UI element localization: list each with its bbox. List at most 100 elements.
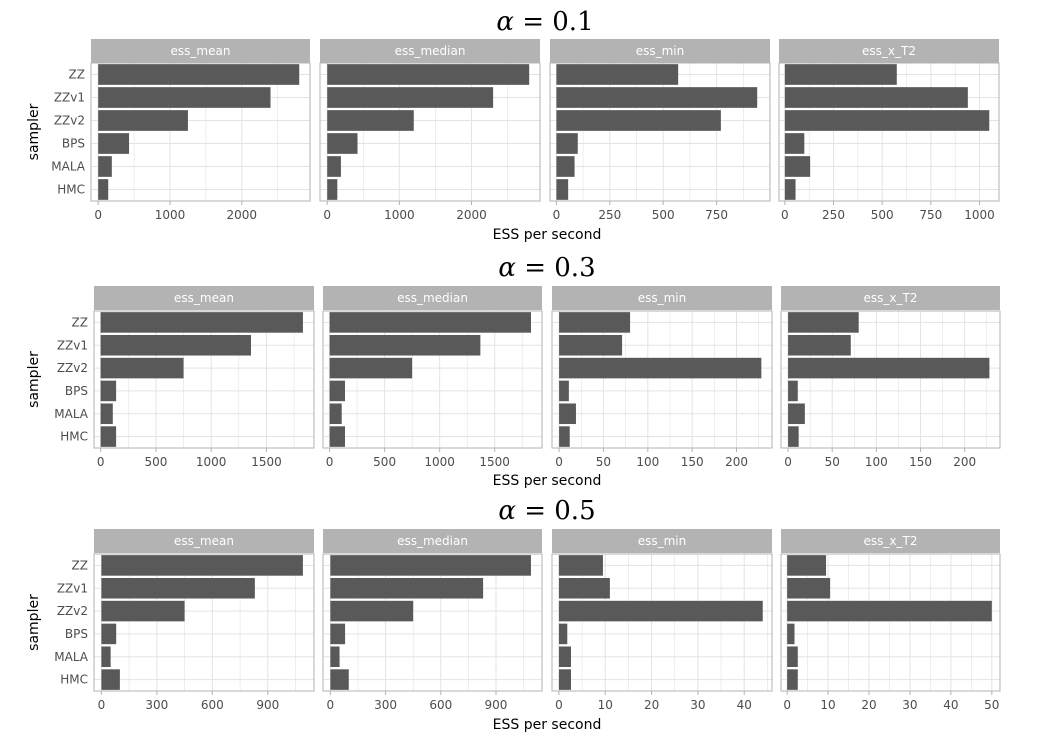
- bar-ZZ: [784, 64, 897, 85]
- panel-border: [551, 310, 773, 449]
- panel-ess_min: ess_min 0 50 100 150 200: [551, 286, 773, 469]
- row-title-symbol: α: [498, 496, 516, 526]
- bar-ZZv1: [788, 334, 851, 356]
- bar-ZZv1: [784, 87, 968, 108]
- panel-ess_median: ess_median 0 1000 2000: [319, 39, 541, 222]
- bar-BPS: [327, 133, 358, 154]
- facet-strip-label: ess_median: [397, 291, 468, 305]
- bar-ZZ: [556, 64, 679, 85]
- row-title-symbol: α: [498, 253, 516, 283]
- chart-row-1: α = 0.1 sampler ESS per second ZZ ZZv1 ZZv2 BP…: [26, 7, 1000, 243]
- panel-border: [322, 553, 543, 692]
- panel-border: [319, 62, 541, 202]
- panel-background: [779, 63, 999, 201]
- panel-border: [780, 553, 1001, 692]
- bar-HMC: [100, 426, 117, 447]
- panel-background: [323, 311, 542, 448]
- panel-background: [91, 63, 310, 201]
- panel-ess_min: ess_min 0 10 20 30 40: [551, 529, 773, 712]
- bar-MALA: [98, 156, 112, 177]
- x-tick-label: 600: [429, 698, 452, 712]
- x-tick-label: 0: [326, 455, 334, 469]
- row-title-equals: =: [516, 496, 554, 526]
- x-tick-label: 2000: [227, 208, 258, 222]
- bar-BPS: [788, 380, 798, 402]
- x-tick-label: 1000: [196, 455, 227, 469]
- facet-strip-label: ess_min: [638, 534, 687, 548]
- category-label: ZZ: [69, 68, 85, 82]
- x-tick-label: 0: [781, 208, 789, 222]
- x-tick-label: 250: [822, 208, 845, 222]
- panel-ess_median: ess_median 0 500 1000 1500: [322, 286, 543, 469]
- x-tick-label: 20: [644, 698, 659, 712]
- category-label: HMC: [60, 430, 88, 444]
- bar-MALA: [327, 156, 341, 177]
- bar-MALA: [330, 646, 340, 668]
- panel-background: [94, 554, 314, 691]
- facet-strip-label: ess_x_T2: [864, 534, 918, 548]
- facet-strip-label: ess_mean: [171, 44, 231, 58]
- facet-strip-label: ess_mean: [174, 534, 234, 548]
- bar-HMC: [101, 669, 120, 690]
- bar-ZZv1: [556, 87, 758, 108]
- panel-ess_x_T2: ess_x_T2 0 250 500 750 1000: [778, 39, 1000, 222]
- bar-HMC: [329, 426, 346, 447]
- bar-ZZv1: [787, 577, 831, 599]
- x-tick-label: 600: [201, 698, 224, 712]
- bar-ZZ: [329, 312, 531, 333]
- bar-MALA: [559, 403, 576, 425]
- bar-ZZv1: [98, 87, 271, 108]
- bar-HMC: [327, 179, 338, 200]
- bar-ZZv1: [327, 87, 494, 108]
- facet-strip-label: ess_median: [397, 534, 468, 548]
- row-title-value: 0.3: [554, 253, 595, 283]
- y-axis-title: sampler: [26, 594, 42, 651]
- x-tick-label: 0: [327, 698, 335, 712]
- bar-ZZv1: [329, 334, 481, 356]
- bar-ZZv2: [559, 357, 762, 379]
- x-tick-label: 1000: [384, 208, 415, 222]
- panel-border: [549, 62, 771, 202]
- panel-background: [552, 311, 772, 448]
- bar-ZZ: [98, 64, 300, 85]
- bar-BPS: [787, 623, 795, 645]
- facet-strip: [323, 529, 542, 553]
- bar-ZZv2: [558, 600, 763, 622]
- bar-ZZv2: [327, 110, 414, 131]
- x-tick-label: 0: [555, 698, 563, 712]
- bar-ZZv2: [101, 600, 185, 622]
- panel-border: [93, 553, 315, 692]
- category-label: HMC: [60, 673, 88, 687]
- facet-strip: [94, 529, 314, 553]
- facet-strip-label: ess_min: [638, 291, 687, 305]
- bar-ZZv2: [330, 600, 414, 622]
- x-tick-label: 0: [783, 698, 791, 712]
- bar-BPS: [330, 623, 346, 645]
- bar-BPS: [100, 380, 117, 402]
- bar-BPS: [784, 133, 805, 154]
- y-axis-title: sampler: [26, 103, 42, 160]
- facet-strip-label: ess_x_T2: [864, 291, 918, 305]
- facet-strip-label: ess_x_T2: [862, 44, 916, 58]
- facet-strip-label: ess_median: [395, 44, 466, 58]
- x-tick-label: 100: [636, 455, 659, 469]
- bar-MALA: [784, 156, 811, 177]
- x-axis-title: ESS per second: [493, 473, 602, 489]
- x-tick-label: 900: [485, 698, 508, 712]
- panel-border: [90, 62, 311, 202]
- category-label: BPS: [65, 627, 88, 641]
- panel-border: [780, 310, 1001, 449]
- bar-BPS: [98, 133, 130, 154]
- x-tick-label: 1500: [251, 455, 282, 469]
- bar-HMC: [559, 426, 570, 447]
- x-tick-label: 0: [784, 455, 792, 469]
- panel-background: [781, 311, 1000, 448]
- bar-ZZ: [559, 312, 631, 333]
- bar-ZZ: [787, 555, 827, 576]
- facet-strip: [781, 286, 1000, 310]
- panel-ess_x_T2: ess_x_T2 0 50 100 150 200: [780, 286, 1001, 469]
- x-tick-label: 300: [145, 698, 168, 712]
- x-tick-label: 200: [953, 455, 976, 469]
- bar-ZZv2: [787, 600, 992, 622]
